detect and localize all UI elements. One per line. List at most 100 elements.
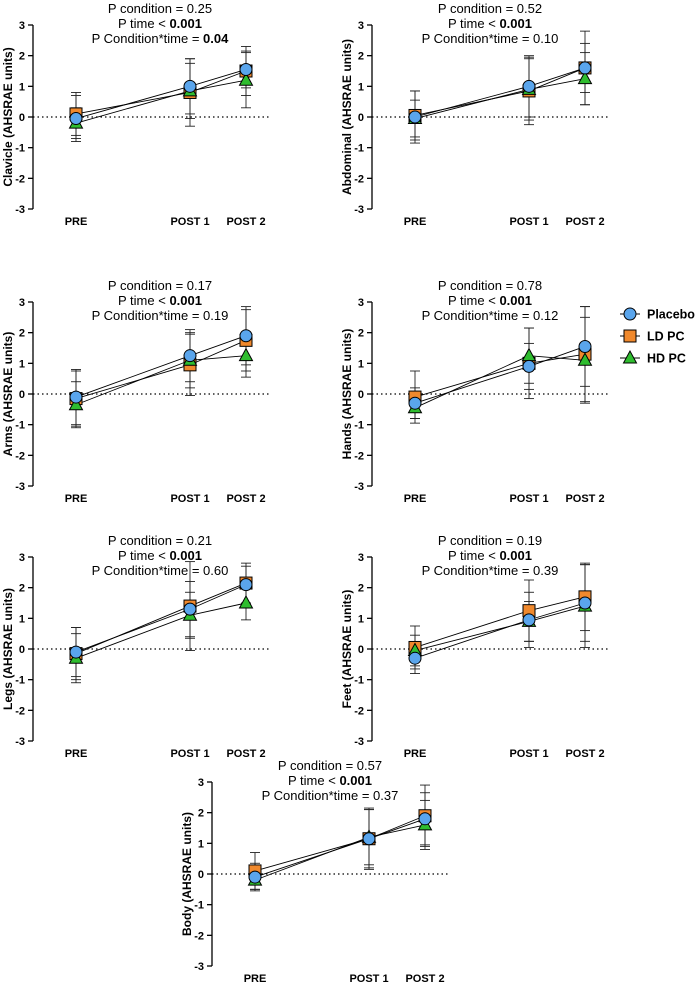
point-placebo [522,613,536,627]
series-line-placebo [75,69,247,119]
x-tick-label: POST 2 [226,216,265,228]
y-tick-label: 0 [358,112,364,124]
y-tick-label: -1 [354,420,364,432]
y-tick-label: 2 [358,51,364,63]
stat-time: P time < 0.001 [448,548,532,563]
stat-condition: P condition = 0.52 [438,1,542,16]
stat-interaction-label: P Condition*time = [422,308,533,323]
point-placebo [408,396,422,410]
point-placebo [408,651,422,665]
y-tick-label: -3 [194,961,204,973]
y-tick-label: 0 [198,869,204,881]
series-line-hd-pc [414,355,586,409]
x-tick-label: POST 2 [405,973,444,985]
point-hd-pc [238,72,254,86]
x-tick-label: PRE [404,216,427,228]
x-tick-label: POST 1 [170,493,209,505]
point-placebo [183,602,197,616]
y-tick-label: 1 [19,358,25,370]
y-tick-label: -2 [15,450,25,462]
stat-time-value: 0.001 [499,293,532,308]
stat-condition: P condition = 0.25 [108,1,212,16]
point-placebo [248,870,262,884]
x-tick-label: POST 2 [565,493,604,505]
stat-condition: P condition = 0.17 [108,278,212,293]
y-tick-label: -2 [194,930,204,942]
point-placebo [522,359,536,373]
point-hd-pc [238,347,254,362]
stat-interaction: P Condition*time = 0.39 [422,563,559,578]
series-line-hd-pc [414,605,586,651]
y-tick-label: 3 [19,297,25,309]
stat-interaction-label: P Condition*time = [92,563,203,578]
series-line-hd-pc [75,602,247,659]
y-tick-label: -3 [15,481,25,493]
x-tick-label: POST 2 [565,216,604,228]
stat-interaction-value: 0.04 [203,31,229,46]
point-placebo [239,62,253,76]
stat-time: P time < 0.001 [118,548,202,563]
stat-time: P time < 0.001 [118,16,202,31]
y-axis-title: Feet (AHSRAE units) [340,590,354,709]
stat-time: P time < 0.001 [448,16,532,31]
x-tick-label: POST 2 [226,493,265,505]
y-tick-label: 0 [19,644,25,656]
y-tick-label: -2 [15,173,25,185]
y-tick-label: 3 [358,20,364,32]
point-placebo [522,79,536,93]
stat-time-value: 0.001 [339,773,372,788]
series-line-hd-pc [254,824,426,881]
y-tick-label: 2 [358,328,364,340]
series-line-ld-pc [414,67,586,116]
y-tick-label: -1 [354,675,364,687]
point-hd-pc [238,594,254,609]
x-tick-label: PRE [404,748,427,760]
y-tick-label: 2 [19,328,25,340]
point-placebo [362,832,376,846]
x-tick-label: PRE [65,216,88,228]
stat-interaction: P Condition*time = 0.37 [262,788,399,803]
x-tick-label: POST 2 [565,748,604,760]
point-placebo [578,61,592,75]
stat-time-label: P time < [118,548,169,563]
y-tick-label: -3 [15,204,25,216]
point-placebo [418,812,432,826]
stat-time-label: P time < [448,16,499,31]
x-tick-label: POST 1 [509,216,548,228]
y-tick-label: 3 [358,552,364,564]
y-tick-label: -2 [354,450,364,462]
series-line-ld-pc [75,582,247,655]
series-line-ld-pc [75,339,247,400]
series-line-hd-pc [75,355,247,406]
y-tick-label: -1 [354,143,364,155]
y-tick-label: -2 [354,173,364,185]
point-placebo [239,578,253,592]
stat-time-value: 0.001 [169,16,202,31]
y-tick-label: 0 [19,389,25,401]
legend-label: LD PC [647,330,685,344]
point-placebo [69,112,83,126]
point-hd-pc [577,70,593,85]
stat-interaction-value: 0.39 [533,563,558,578]
series-line-ld-pc [414,596,586,648]
stat-interaction: P Condition*time = 0.19 [92,308,229,323]
point-placebo [183,349,197,363]
stat-condition: P condition = 0.21 [108,533,212,548]
stat-time-value: 0.001 [169,293,202,308]
y-tick-label: 1 [198,838,204,850]
stat-interaction-value: 0.37 [373,788,398,803]
stat-interaction-value: 0.10 [533,31,558,46]
stat-time-value: 0.001 [499,548,532,563]
stat-condition: P condition = 0.57 [278,758,382,773]
y-axis-title: Hands (AHSRAE units) [340,329,354,460]
stat-time-label: P time < [448,293,499,308]
stat-interaction-value: 0.60 [203,563,228,578]
y-tick-label: -3 [15,736,25,748]
y-tick-label: 3 [358,297,364,309]
legend-label: HD PC [647,352,686,366]
